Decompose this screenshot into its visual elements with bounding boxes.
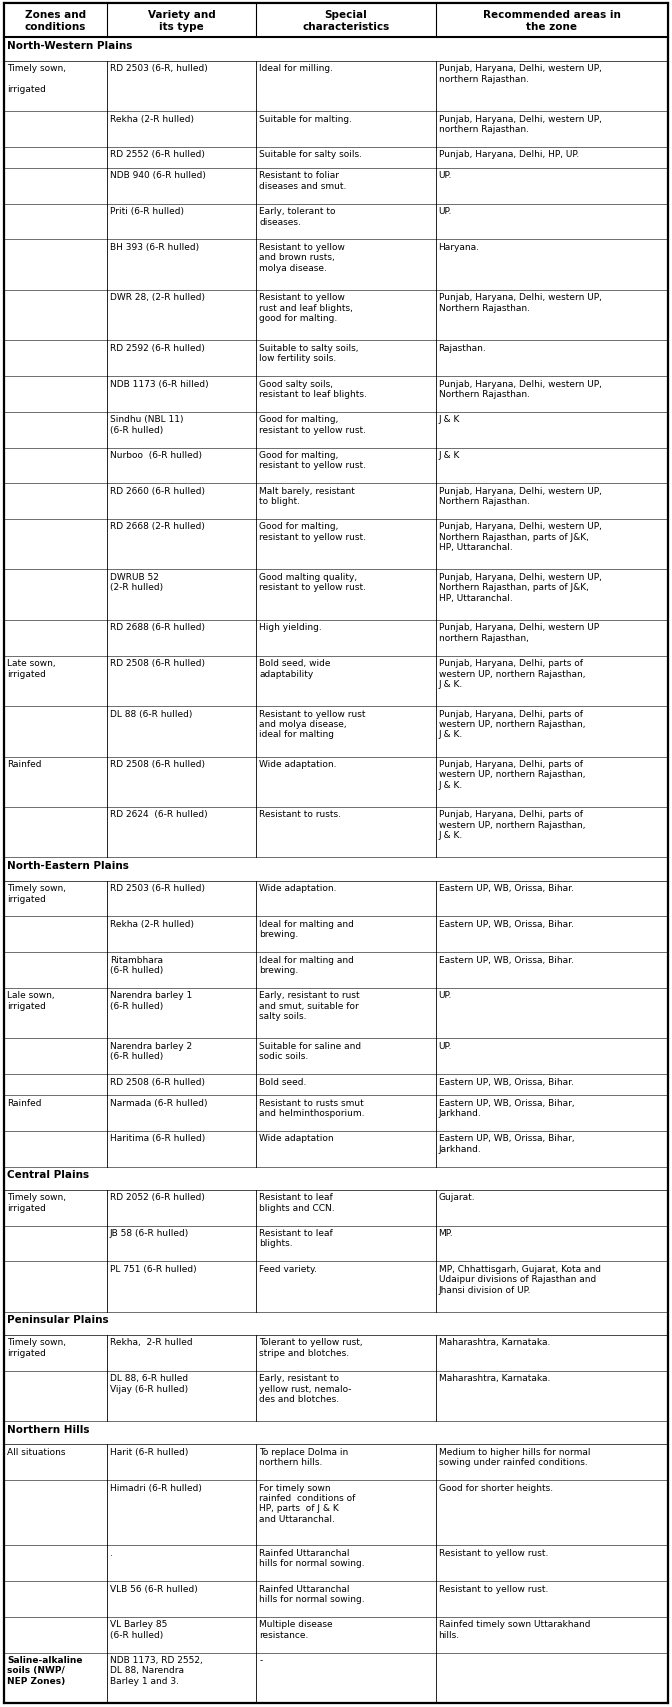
Text: Rainfed Uttaranchal
hills for normal sowing.: Rainfed Uttaranchal hills for normal sow… xyxy=(259,1584,365,1603)
Text: DWR 28, (2-R hulled): DWR 28, (2-R hulled) xyxy=(110,294,205,302)
Text: Timely sown,

irrigated: Timely sown, irrigated xyxy=(7,65,66,94)
Text: J & K: J & K xyxy=(439,451,460,459)
Text: Zones and
conditions: Zones and conditions xyxy=(25,10,86,32)
Text: NDB 940 (6-R hulled): NDB 940 (6-R hulled) xyxy=(110,171,206,181)
Text: Resistant to leaf
blights.: Resistant to leaf blights. xyxy=(259,1229,333,1248)
Text: Eastern UP, WB, Orissa, Bihar.: Eastern UP, WB, Orissa, Bihar. xyxy=(439,884,573,893)
Text: RD 2624  (6-R hulled): RD 2624 (6-R hulled) xyxy=(110,811,208,819)
Text: Central Plains: Central Plains xyxy=(7,1169,89,1180)
Text: Punjab, Haryana, Delhi, western UP,
Northern Rajasthan, parts of J&K,
HP, Uttara: Punjab, Haryana, Delhi, western UP, Nort… xyxy=(439,572,601,603)
Text: Sindhu (NBL 11)
(6-R hulled): Sindhu (NBL 11) (6-R hulled) xyxy=(110,415,183,435)
Text: Wide adaptation.: Wide adaptation. xyxy=(259,760,337,768)
Text: North-Western Plains: North-Western Plains xyxy=(7,41,132,51)
Text: Eastern UP, WB, Orissa, Bihar,
Jarkhand.: Eastern UP, WB, Orissa, Bihar, Jarkhand. xyxy=(439,1098,575,1118)
Text: Harit (6-R hulled): Harit (6-R hulled) xyxy=(110,1448,188,1456)
Text: RD 2688 (6-R hulled): RD 2688 (6-R hulled) xyxy=(110,623,205,632)
Text: Punjab, Haryana, Delhi, parts of
western UP, northern Rajasthan,
J & K.: Punjab, Haryana, Delhi, parts of western… xyxy=(439,811,585,840)
Text: MP.: MP. xyxy=(439,1229,453,1238)
Text: RD 2592 (6-R hulled): RD 2592 (6-R hulled) xyxy=(110,343,205,353)
Text: Ideal for malting and
brewing.: Ideal for malting and brewing. xyxy=(259,920,354,939)
Text: RD 2503 (6-R hulled): RD 2503 (6-R hulled) xyxy=(110,884,205,893)
Text: Rainfed: Rainfed xyxy=(7,760,42,768)
Text: Rekha (2-R hulled): Rekha (2-R hulled) xyxy=(110,920,194,929)
Text: MP, Chhattisgarh, Gujarat, Kota and
Udaipur divisions of Rajasthan and
Jhansi di: MP, Chhattisgarh, Gujarat, Kota and Udai… xyxy=(439,1263,601,1294)
Text: To replace Dolma in
northern hills.: To replace Dolma in northern hills. xyxy=(259,1448,349,1466)
Text: Priti (6-R hulled): Priti (6-R hulled) xyxy=(110,207,184,217)
Text: Timely sown,
irrigated: Timely sown, irrigated xyxy=(7,884,66,903)
Text: Resistant to yellow rust.: Resistant to yellow rust. xyxy=(439,1584,548,1593)
Text: Early, resistant to
yellow rust, nemalo-
des and blotches.: Early, resistant to yellow rust, nemalo-… xyxy=(259,1374,352,1403)
Text: Suitable for saline and
sodic soils.: Suitable for saline and sodic soils. xyxy=(259,1041,362,1060)
Text: Punjab, Haryana, Delhi, parts of
western UP, northern Rajasthan,
J & K.: Punjab, Haryana, Delhi, parts of western… xyxy=(439,708,585,739)
Text: Good malting quality,
resistant to yellow rust.: Good malting quality, resistant to yello… xyxy=(259,572,366,592)
Text: Punjab, Haryana, Delhi, HP, UP.: Punjab, Haryana, Delhi, HP, UP. xyxy=(439,150,579,159)
Text: Lale sown,
irrigated: Lale sown, irrigated xyxy=(7,990,54,1011)
Text: RD 2668 (2-R hulled): RD 2668 (2-R hulled) xyxy=(110,522,205,531)
Text: Late sown,
irrigated: Late sown, irrigated xyxy=(7,659,56,678)
Text: PL 751 (6-R hulled): PL 751 (6-R hulled) xyxy=(110,1263,196,1273)
Text: Suitable to salty soils,
low fertility soils.: Suitable to salty soils, low fertility s… xyxy=(259,343,359,364)
Text: BH 393 (6-R hulled): BH 393 (6-R hulled) xyxy=(110,242,199,251)
Text: Punjab, Haryana, Delhi, western UP,
northern Rajasthan.: Punjab, Haryana, Delhi, western UP, nort… xyxy=(439,114,601,135)
Text: Medium to higher hills for normal
sowing under rainfed conditions.: Medium to higher hills for normal sowing… xyxy=(439,1448,590,1466)
Text: UP.: UP. xyxy=(439,207,452,217)
Text: Rainfed: Rainfed xyxy=(7,1098,42,1106)
Text: RD 2508 (6-R hulled): RD 2508 (6-R hulled) xyxy=(110,1077,205,1086)
Text: Resistant to rusts.: Resistant to rusts. xyxy=(259,811,341,819)
Text: Resistant to yellow
rust and leaf blights,
good for malting.: Resistant to yellow rust and leaf blight… xyxy=(259,294,353,323)
Text: Early, resistant to rust
and smut, suitable for
salty soils.: Early, resistant to rust and smut, suita… xyxy=(259,990,360,1021)
Text: NDB 1173 (6-R hilled): NDB 1173 (6-R hilled) xyxy=(110,379,208,387)
Text: Rainfed Uttaranchal
hills for normal sowing.: Rainfed Uttaranchal hills for normal sow… xyxy=(259,1548,365,1567)
Text: Eastern UP, WB, Orissa, Bihar.: Eastern UP, WB, Orissa, Bihar. xyxy=(439,956,573,964)
Text: VL Barley 85
(6-R hulled): VL Barley 85 (6-R hulled) xyxy=(110,1620,167,1639)
Text: Bold seed, wide
adaptability: Bold seed, wide adaptability xyxy=(259,659,331,678)
Text: Punjab, Haryana, Delhi, western UP
northern Rajasthan,: Punjab, Haryana, Delhi, western UP north… xyxy=(439,623,599,642)
Text: Maharashtra, Karnataka.: Maharashtra, Karnataka. xyxy=(439,1338,550,1347)
Text: Narendra barley 1
(6-R hulled): Narendra barley 1 (6-R hulled) xyxy=(110,990,192,1011)
Text: Rainfed timely sown Uttarakhand
hills.: Rainfed timely sown Uttarakhand hills. xyxy=(439,1620,590,1639)
Text: Narmada (6-R hulled): Narmada (6-R hulled) xyxy=(110,1098,208,1106)
Text: Good for malting,
resistant to yellow rust.: Good for malting, resistant to yellow ru… xyxy=(259,451,366,469)
Text: High yielding.: High yielding. xyxy=(259,623,322,632)
Bar xyxy=(4,3,668,39)
Text: Resistant to yellow
and brown rusts,
molya disease.: Resistant to yellow and brown rusts, mol… xyxy=(259,242,345,273)
Text: DL 88, 6-R hulled
Vijay (6-R hulled): DL 88, 6-R hulled Vijay (6-R hulled) xyxy=(110,1374,188,1393)
Text: Resistant to foliar
diseases and smut.: Resistant to foliar diseases and smut. xyxy=(259,171,347,191)
Text: Suitable for malting.: Suitable for malting. xyxy=(259,114,352,123)
Text: Good for shorter heights.: Good for shorter heights. xyxy=(439,1483,553,1492)
Text: Northern Hills: Northern Hills xyxy=(7,1424,89,1434)
Text: Feed variety.: Feed variety. xyxy=(259,1263,317,1273)
Text: DWRUB 52
(2-R hulled): DWRUB 52 (2-R hulled) xyxy=(110,572,163,592)
Text: Malt barely, resistant
to blight.: Malt barely, resistant to blight. xyxy=(259,486,355,505)
Text: VLB 56 (6-R hulled): VLB 56 (6-R hulled) xyxy=(110,1584,198,1593)
Text: Himadri (6-R hulled): Himadri (6-R hulled) xyxy=(110,1483,202,1492)
Text: Resistant to yellow rust.: Resistant to yellow rust. xyxy=(439,1548,548,1557)
Text: Rajasthan.: Rajasthan. xyxy=(439,343,487,353)
Text: Maharashtra, Karnataka.: Maharashtra, Karnataka. xyxy=(439,1374,550,1383)
Text: Ideal for malting and
brewing.: Ideal for malting and brewing. xyxy=(259,956,354,975)
Text: UP.: UP. xyxy=(439,990,452,1000)
Text: Eastern UP, WB, Orissa, Bihar.: Eastern UP, WB, Orissa, Bihar. xyxy=(439,920,573,929)
Text: Good for malting,
resistant to yellow rust.: Good for malting, resistant to yellow ru… xyxy=(259,415,366,435)
Text: All situations: All situations xyxy=(7,1448,65,1456)
Text: Saline-alkaline
soils (NWP/
NEP Zones): Saline-alkaline soils (NWP/ NEP Zones) xyxy=(7,1656,83,1685)
Text: North-Eastern Plains: North-Eastern Plains xyxy=(7,860,129,871)
Text: Resistant to yellow rust
and molya disease,
ideal for malting: Resistant to yellow rust and molya disea… xyxy=(259,708,366,739)
Text: DL 88 (6-R hulled): DL 88 (6-R hulled) xyxy=(110,708,192,719)
Text: Timely sown,
irrigated: Timely sown, irrigated xyxy=(7,1338,66,1357)
Text: Ideal for milling.: Ideal for milling. xyxy=(259,65,333,73)
Text: .: . xyxy=(110,1548,113,1557)
Text: RD 2508 (6-R hulled): RD 2508 (6-R hulled) xyxy=(110,760,205,768)
Text: Ritambhara
(6-R hulled): Ritambhara (6-R hulled) xyxy=(110,956,163,975)
Text: Gujarat.: Gujarat. xyxy=(439,1193,475,1202)
Text: Variety and
its type: Variety and its type xyxy=(148,10,216,32)
Text: RD 2552 (6-R hulled): RD 2552 (6-R hulled) xyxy=(110,150,205,159)
Text: Haryana.: Haryana. xyxy=(439,242,480,251)
Text: Early, tolerant to
diseases.: Early, tolerant to diseases. xyxy=(259,207,336,227)
Text: NDB 1173, RD 2552,
DL 88, Narendra
Barley 1 and 3.: NDB 1173, RD 2552, DL 88, Narendra Barle… xyxy=(110,1656,203,1685)
Text: Resistant to rusts smut
and helminthosporium.: Resistant to rusts smut and helminthospo… xyxy=(259,1098,365,1118)
Text: Rekha,  2-R hulled: Rekha, 2-R hulled xyxy=(110,1338,193,1347)
Text: UP.: UP. xyxy=(439,1041,452,1050)
Text: Narendra barley 2
(6-R hulled): Narendra barley 2 (6-R hulled) xyxy=(110,1041,192,1060)
Text: -: - xyxy=(259,1656,263,1664)
